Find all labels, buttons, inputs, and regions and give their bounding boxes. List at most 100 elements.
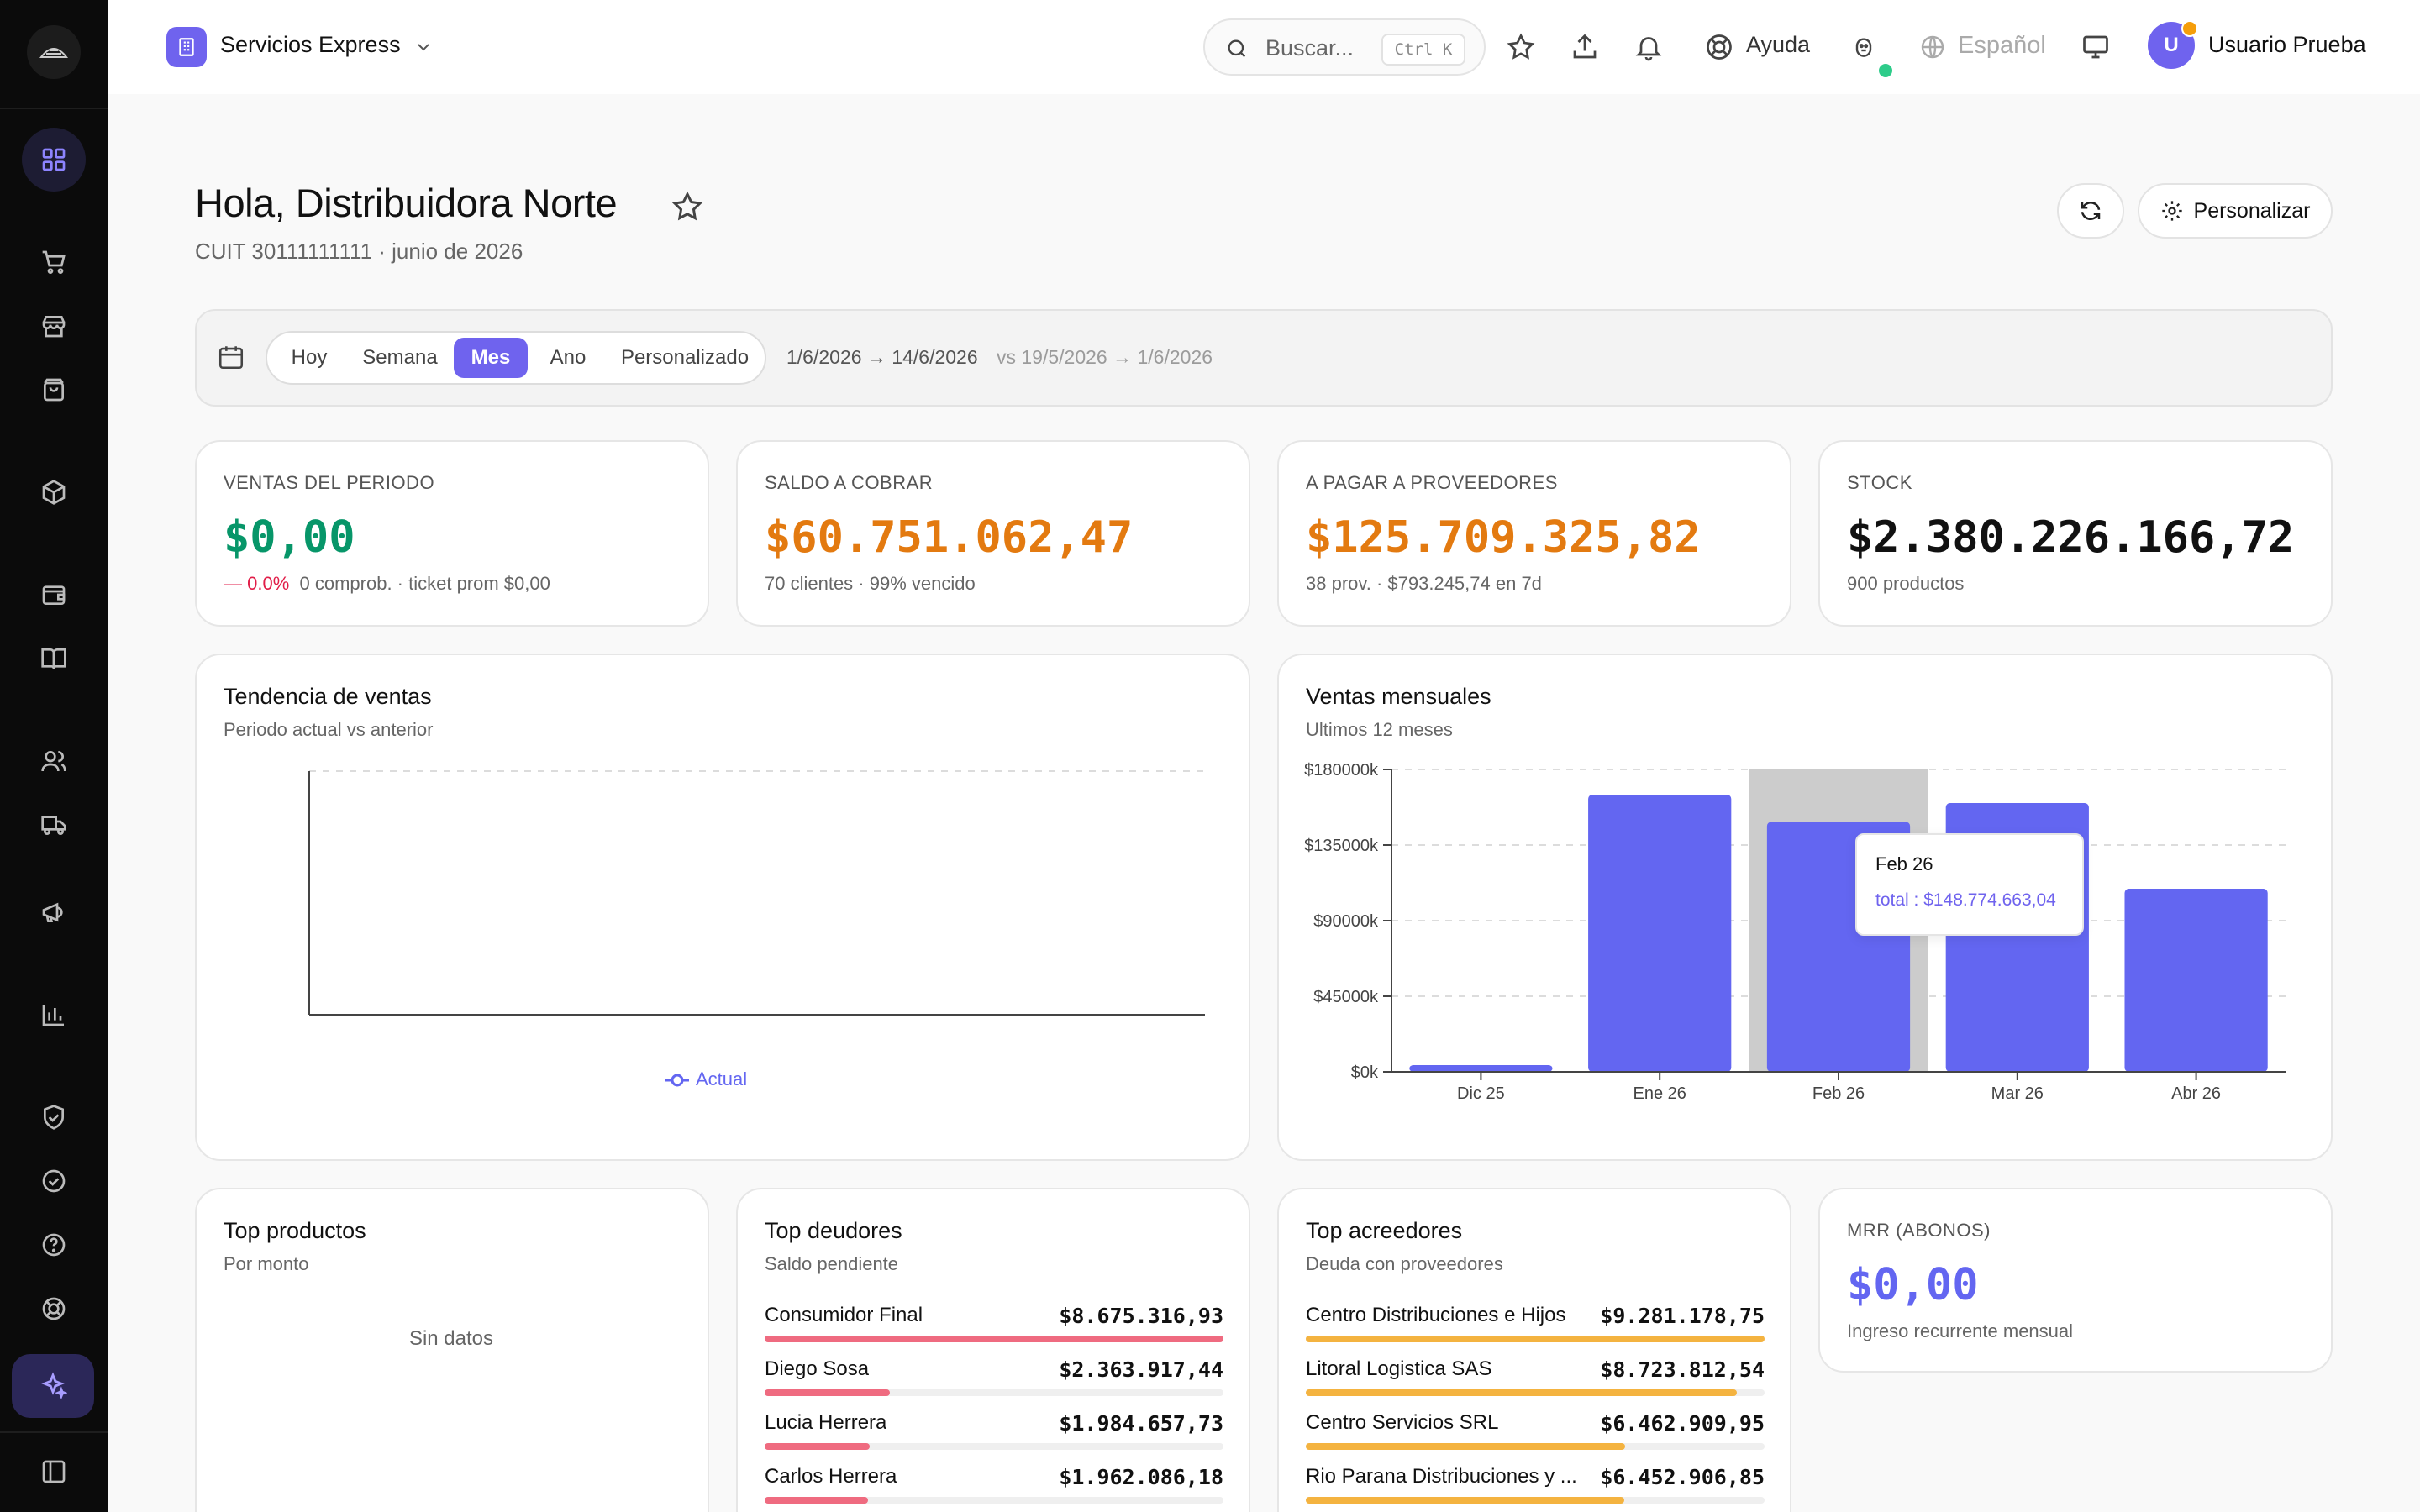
online-status-dot <box>1879 64 1892 77</box>
share-bar-fill <box>1306 1336 1765 1342</box>
favorite-star-icon[interactable] <box>671 190 704 223</box>
sidebar-item-help[interactable] <box>22 1213 86 1277</box>
period-option-semana[interactable]: Semana <box>362 346 438 369</box>
sidebar-item-purchases[interactable] <box>22 358 86 422</box>
kpi-value: $0,00 <box>1847 1260 1979 1310</box>
sidebar-item-ai-assistant[interactable] <box>12 1354 94 1418</box>
notifications-button[interactable] <box>1632 30 1665 64</box>
list-item[interactable]: Rio Parana Distribuciones y ... $6.452.90… <box>1306 1465 1765 1512</box>
share-button[interactable] <box>1568 30 1602 64</box>
list-item-amount: $8.675.316,93 <box>1059 1304 1223 1328</box>
lifebuoy-icon <box>1707 34 1732 60</box>
kpi-card-stock[interactable]: STOCK $2.380.226.166,72 900 productos <box>1818 440 2333 627</box>
kpi-card-sales[interactable]: VENTAS DEL PERIODO $0,00 — 0.0% 0 compro… <box>195 440 709 627</box>
list-item[interactable]: Carlos Herrera $1.962.086,18 <box>765 1465 1223 1512</box>
period-option-ano[interactable]: Ano <box>550 346 587 369</box>
sidebar-item-sales[interactable] <box>22 230 86 294</box>
app-logo[interactable] <box>27 25 81 79</box>
chevron-down-icon[interactable] <box>413 37 434 57</box>
search-box[interactable]: Buscar... Ctrl K <box>1203 18 1486 76</box>
list-item-name: Rio Parana Distribuciones y ... <box>1306 1465 1577 1488</box>
wallet-icon <box>42 585 66 605</box>
card-title: Top deudores <box>765 1218 902 1243</box>
mrr-card[interactable]: MRR (ABONOS) $0,00 Ingreso recurrente me… <box>1818 1188 2333 1373</box>
sidebar-item-wallet[interactable] <box>22 563 86 627</box>
help-label[interactable]: Ayuda <box>1746 32 1811 57</box>
period-option-personalizado[interactable]: Personalizado <box>620 346 750 369</box>
list-item[interactable]: Diego Sosa $2.363.917,44 <box>765 1357 1223 1408</box>
chart-tooltip: Feb 26 total : $148.774.663,04 <box>1855 833 2084 936</box>
sidebar-item-products[interactable] <box>22 460 86 524</box>
list-item[interactable]: Centro Distribuciones e Hijos $9.281.178,… <box>1306 1304 1765 1354</box>
sidebar-item-support[interactable] <box>22 1277 86 1341</box>
list-item-name: Carlos Herrera <box>765 1465 897 1488</box>
favorites-button[interactable] <box>1504 30 1538 64</box>
top-creditors-card: Top acreedores Deuda con proveedores Cen… <box>1277 1188 1791 1512</box>
assistant-status-button[interactable] <box>1847 30 1881 64</box>
refresh-button[interactable] <box>2057 183 2124 239</box>
calendar-icon[interactable] <box>217 343 245 371</box>
sales-trend-chart <box>308 770 1205 1087</box>
share-bar-fill <box>1306 1497 1625 1504</box>
customize-button[interactable]: Personalizar <box>2138 183 2333 239</box>
y-tick-label: $90000k <box>1313 912 1379 931</box>
kpi-card-payables[interactable]: A PAGAR A PROVEEDORES $125.709.325,82 38… <box>1277 440 1791 627</box>
share-bar-fill <box>765 1497 869 1504</box>
card-title: Top productos <box>224 1218 366 1243</box>
workspace-badge[interactable] <box>166 27 207 67</box>
kpi-value: $2.380.226.166,72 <box>1847 512 2295 563</box>
avatar[interactable]: U <box>2148 22 2195 69</box>
sidebar-item-store[interactable] <box>22 294 86 358</box>
legend-label-actual[interactable]: Actual <box>696 1068 748 1089</box>
kpi-card-receivables[interactable]: SALDO A COBRAR $60.751.062,47 70 cliente… <box>736 440 1250 627</box>
date-range: 1/6/2026 → 14/6/2026 <box>786 346 978 368</box>
sidebar-item-security[interactable] <box>22 1085 86 1149</box>
y-tick-label: $180000k <box>1304 761 1379 780</box>
sidebar-item-reports[interactable] <box>22 983 86 1047</box>
list-item-name: Diego Sosa <box>765 1357 870 1380</box>
list-item[interactable]: Centro Servicios SRL $6.462.909,95 <box>1306 1411 1765 1462</box>
kpi-subtext: 38 prov. · $793.245,74 en 7d <box>1306 573 1542 594</box>
building-icon <box>179 38 194 56</box>
top-debtors-card: Top deudores Saldo pendiente Consumidor … <box>736 1188 1250 1512</box>
megaphone-icon <box>42 902 63 922</box>
workspace-name[interactable]: Servicios Express <box>220 32 401 57</box>
kpi-label: MRR (ABONOS) <box>1847 1220 1991 1241</box>
card-title: Ventas mensuales <box>1306 684 1491 709</box>
sidebar-item-customers[interactable] <box>22 729 86 793</box>
period-option-mes[interactable]: Mes <box>454 338 528 378</box>
users-icon <box>41 751 66 772</box>
lifebuoy-icon <box>42 1297 66 1320</box>
sidebar-toggle[interactable] <box>22 1440 86 1504</box>
cart-icon <box>42 250 66 274</box>
language-button[interactable] <box>1916 30 1949 64</box>
list-item[interactable]: Lucia Herrera $1.984.657,73 <box>765 1411 1223 1462</box>
display-button[interactable] <box>2079 30 2112 64</box>
customize-label: Personalizar <box>2193 198 2311 223</box>
period-option-hoy[interactable]: Hoy <box>291 346 328 369</box>
period-selector: Hoy Semana Mes Ano Personalizado <box>266 331 766 385</box>
sidebar-item-tasks[interactable] <box>22 1149 86 1213</box>
list-item-amount: $6.452.906,85 <box>1600 1465 1765 1489</box>
list-item[interactable]: Litoral Logistica SAS $8.723.812,54 <box>1306 1357 1765 1408</box>
sidebar-item-suppliers[interactable] <box>22 793 86 857</box>
help-button[interactable] <box>1702 30 1736 64</box>
sidebar-item-marketing[interactable] <box>22 880 86 944</box>
page-subtitle: CUIT 30111111111 · junio de 2026 <box>195 239 523 264</box>
bar-dic-25[interactable] <box>1409 1065 1553 1072</box>
list-item-amount: $9.281.178,75 <box>1600 1304 1765 1328</box>
sidebar-item-dashboard[interactable] <box>22 128 86 192</box>
y-tick-label: $135000k <box>1304 837 1379 855</box>
list-item-name: Lucia Herrera <box>765 1411 887 1434</box>
avatar-notification-dot <box>2181 20 2198 37</box>
help-circle-icon <box>42 1233 66 1257</box>
bar-ene-26[interactable] <box>1588 795 1732 1072</box>
search-shortcut: Ctrl K <box>1381 34 1465 66</box>
bar-abr-26[interactable] <box>2124 889 2268 1072</box>
language-label[interactable]: Español <box>1958 32 2046 59</box>
list-item[interactable]: Consumidor Final $8.675.316,93 <box>765 1304 1223 1354</box>
kpi-delta: — 0.0% <box>224 573 290 594</box>
sidebar-item-ledger[interactable] <box>22 627 86 690</box>
card-title: Top acreedores <box>1306 1218 1463 1243</box>
user-name[interactable]: Usuario Prueba <box>2208 32 2366 57</box>
